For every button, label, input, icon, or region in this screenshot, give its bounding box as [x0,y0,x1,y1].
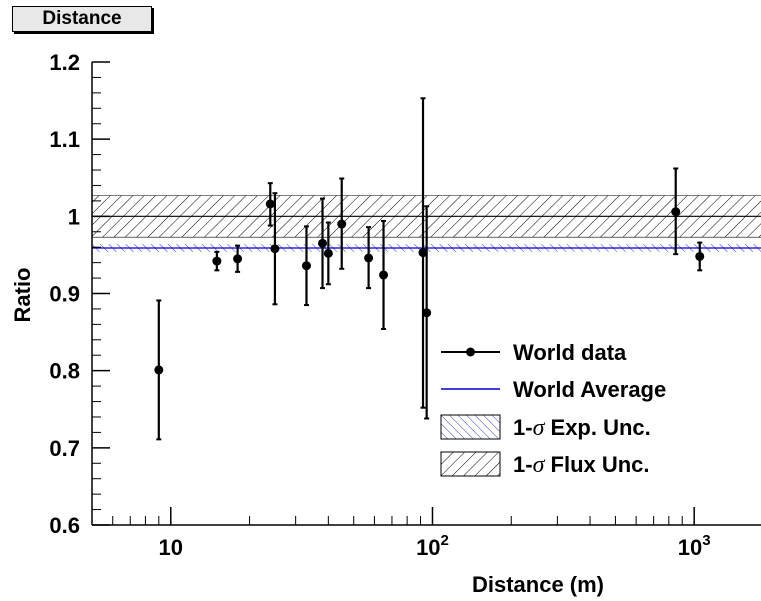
legend-label-post: Flux Unc. [544,452,649,477]
x-tick-label: 102 [416,532,449,560]
legend-label-pre: World Average [513,377,666,402]
data-marker [671,207,681,217]
y-tick-label: 1 [68,204,80,229]
legend-data-marker [466,347,475,357]
data-point [154,299,164,441]
data-marker [233,254,243,264]
data-point [422,205,432,420]
data-marker [379,270,389,280]
data-point [265,182,275,227]
x-tick-base: 10 [159,535,183,560]
legend-entry-label: World Average [513,377,666,402]
legend-label-pre: 1- [513,415,533,440]
data-point [695,241,705,272]
x-axis-title: Distance (m) [472,572,604,597]
legend-entry-label: 1-σ Flux Unc. [513,452,650,478]
data-point [233,244,243,273]
data-point [671,167,681,256]
data-marker [323,248,333,258]
data-marker [422,308,432,318]
y-tick-label: 0.7 [49,436,80,461]
data-marker [265,199,275,209]
data-point [364,226,374,290]
x-tick-base: 10 [678,535,702,560]
points-layer [154,97,705,441]
legend-label-post: Exp. Unc. [544,415,650,440]
data-marker [418,248,428,258]
data-point [270,192,280,306]
data-point [418,97,428,409]
data-marker [337,219,347,229]
legend-exp-band-swatch [440,414,501,440]
data-point [212,250,222,272]
legend-label-pre: World data [513,340,627,365]
data-point [379,219,389,330]
data-marker [364,253,374,263]
legend-entry-label: World data [513,340,627,365]
chart-title: Distance [12,6,152,32]
data-point [301,225,311,307]
legend-label-pre: 1- [513,452,533,477]
data-marker [318,238,328,248]
legend-sigma: σ [533,452,546,478]
legend-sigma: σ [533,415,546,441]
y-tick-label: 1.2 [49,50,80,75]
x-tick-label: 103 [678,532,711,560]
data-marker [212,256,222,266]
data-marker [270,244,280,254]
y-tick-label: 0.9 [49,282,80,307]
legend-entry-label: 1-σ Exp. Unc. [513,415,651,441]
x-tick-base: 10 [416,535,440,560]
data-marker [695,251,705,261]
data-marker [301,261,311,271]
x-tick-exponent: 2 [441,532,449,549]
data-point [323,221,333,286]
y-tick-label: 1.1 [49,127,80,152]
data-point [337,177,347,270]
data-marker [154,365,164,375]
y-tick-label: 0.8 [49,359,80,384]
y-axis-title: Ratio [10,268,35,323]
legend-flux-band-swatch [440,451,501,477]
x-tick-exponent: 3 [702,532,710,549]
x-tick-label: 10 [159,535,183,560]
data-point [318,197,328,290]
y-tick-label: 0.6 [49,513,80,538]
